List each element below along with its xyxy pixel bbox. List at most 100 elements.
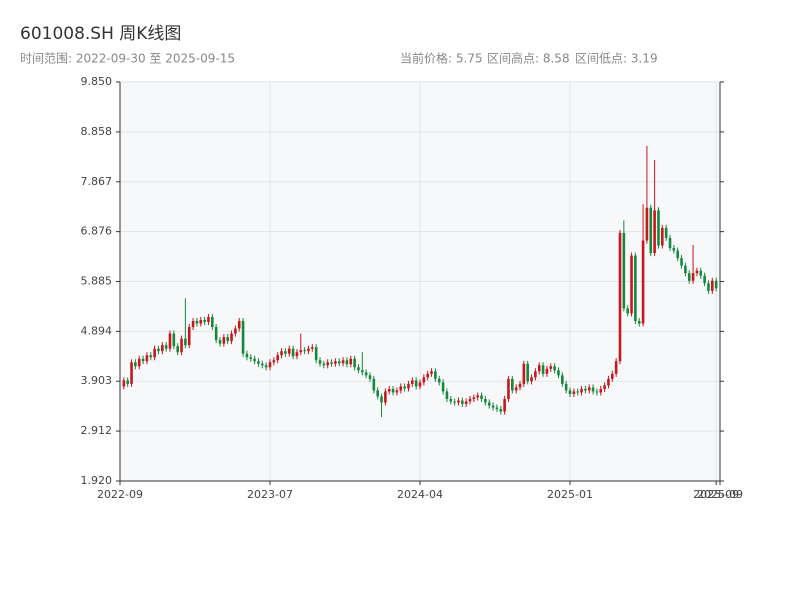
- candle-body: [434, 371, 437, 379]
- candle-body: [518, 383, 522, 388]
- candle-body: [622, 232, 626, 309]
- candle-body: [330, 362, 333, 364]
- candle-body: [618, 232, 622, 362]
- candle-body: [661, 227, 664, 246]
- candle-body: [253, 358, 256, 362]
- candle-body: [603, 385, 606, 389]
- candle-body: [545, 368, 549, 374]
- candle-body: [714, 280, 718, 289]
- candle-body: [449, 398, 453, 402]
- candle-body: [268, 362, 272, 368]
- x-tick-label: 2022-09: [97, 488, 143, 501]
- candle-body: [126, 380, 129, 384]
- candle-body: [614, 361, 618, 374]
- candle-body: [187, 327, 191, 346]
- candle-body: [318, 360, 322, 364]
- candle-body: [557, 370, 560, 376]
- candle-body: [537, 365, 541, 372]
- candle-body: [526, 363, 529, 382]
- candle-body: [157, 348, 160, 352]
- candle-body: [211, 316, 214, 328]
- candle-body: [703, 275, 706, 284]
- x-tick-label: 2023-07: [247, 488, 293, 501]
- candle-body: [303, 350, 306, 352]
- candle-body: [672, 248, 676, 251]
- candle-body: [314, 347, 318, 361]
- candle-body: [272, 360, 276, 363]
- candle-body: [591, 387, 595, 392]
- candle-body: [245, 353, 249, 358]
- candle-body: [264, 365, 268, 368]
- candle-body: [161, 345, 164, 352]
- candle-body: [568, 390, 572, 394]
- candle-body: [457, 400, 460, 403]
- candle-body: [326, 362, 329, 366]
- candle-body: [576, 391, 579, 393]
- candle-body: [237, 320, 241, 329]
- candle-body: [334, 361, 337, 364]
- candle-body: [230, 333, 233, 342]
- y-tick-label: 7.867: [81, 175, 113, 188]
- candle-body: [461, 400, 464, 405]
- x-tick-label: 2025-09: [693, 488, 739, 501]
- candle-body: [184, 338, 187, 346]
- candle-body: [164, 345, 168, 349]
- candle-body: [664, 227, 668, 238]
- candle-body: [507, 378, 510, 399]
- candle-body: [207, 316, 210, 323]
- candle-body: [649, 207, 653, 254]
- x-tick-label: 2025-09: [697, 488, 743, 501]
- candle-body: [657, 210, 660, 246]
- candle-body: [172, 333, 176, 347]
- candle-body: [468, 398, 472, 402]
- y-tick-label: 8.858: [81, 125, 113, 138]
- candle-body: [372, 378, 376, 391]
- candle-body: [295, 352, 299, 357]
- candle-body: [607, 378, 610, 386]
- candle-body: [680, 258, 683, 266]
- candle-body: [553, 366, 556, 371]
- candle-body: [645, 207, 649, 241]
- candle-body: [380, 396, 383, 403]
- candle-body: [561, 375, 564, 384]
- chart-title: 601008.SH 周K线图: [20, 24, 181, 44]
- y-tick-label: 1.920: [81, 474, 113, 487]
- candle-body: [511, 378, 514, 391]
- y-tick-label: 2.912: [81, 424, 113, 437]
- candle-body: [391, 388, 395, 393]
- candle-body: [584, 388, 587, 391]
- candle-body: [337, 361, 341, 364]
- y-tick-label: 3.903: [81, 374, 113, 387]
- candle-body: [422, 377, 426, 383]
- candle-body: [637, 320, 641, 324]
- candle-body: [191, 320, 195, 328]
- candle-body: [122, 380, 126, 387]
- candle-body: [430, 371, 433, 374]
- candle-body: [534, 371, 537, 378]
- candle-body: [626, 308, 629, 314]
- candle-body: [522, 363, 526, 384]
- candle-body: [357, 367, 360, 371]
- candle-body: [222, 337, 226, 344]
- candle-body: [291, 348, 295, 357]
- candle-body: [437, 378, 441, 383]
- candle-body: [153, 348, 156, 358]
- candle-body: [426, 373, 429, 378]
- candle-body: [414, 380, 418, 387]
- candle-body: [707, 283, 710, 291]
- candle-body: [226, 337, 229, 342]
- candle-body: [195, 320, 199, 324]
- candle-body: [445, 391, 449, 399]
- candle-body: [411, 380, 414, 384]
- candle-body: [395, 390, 399, 393]
- candle-body: [257, 361, 260, 364]
- candle-body: [399, 386, 403, 391]
- candle-body: [572, 391, 576, 394]
- candle-body: [699, 270, 703, 276]
- candle-body: [387, 388, 391, 392]
- candle-body: [684, 265, 687, 274]
- candle-body: [499, 409, 503, 412]
- candle-body: [311, 347, 314, 349]
- candle-body: [580, 388, 583, 393]
